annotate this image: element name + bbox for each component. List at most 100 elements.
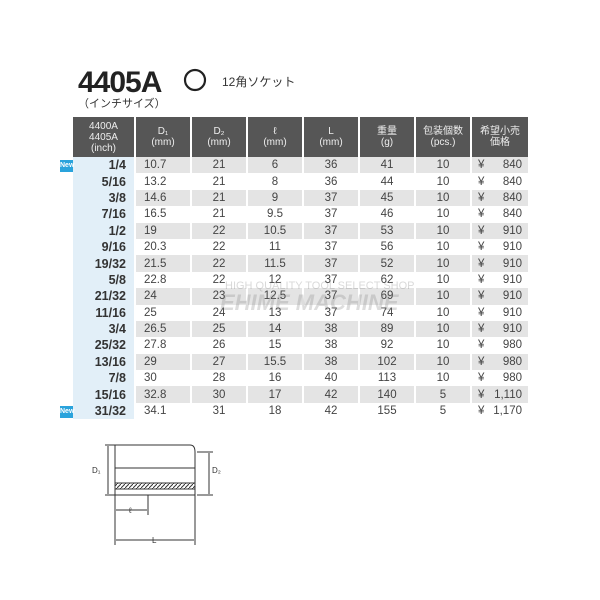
d2-cell: 28 xyxy=(191,370,248,387)
table-row: 5/8 22.8 22 12 37 62 10 ¥910 xyxy=(73,271,528,289)
total-length-label: L xyxy=(152,536,157,545)
table-row: 13/16 29 27 15.5 38 102 10 ¥980 xyxy=(73,353,528,371)
column-header: L (mm) xyxy=(303,117,360,157)
size-cell: 11/16 xyxy=(73,304,136,321)
price-cell: ¥840 xyxy=(478,208,522,221)
size-cell: 9/16 xyxy=(73,238,136,256)
size-cell: 19/32 xyxy=(73,255,136,272)
pcs-cell: 10 xyxy=(415,320,472,338)
l-cell: 17 xyxy=(247,386,304,403)
new-badge: New xyxy=(60,406,74,418)
d1-cell: 13.2 xyxy=(135,173,192,190)
L-cell: 38 xyxy=(303,337,360,354)
table-row: 31/32 34.1 31 18 42 155 5 ¥1,170 xyxy=(73,402,528,420)
weight-cell: 155 xyxy=(359,402,416,420)
d2-cell: 21 xyxy=(191,206,248,223)
d2-cell: 21 xyxy=(191,157,248,174)
price-cell: ¥910 xyxy=(471,320,528,338)
weight-cell: 92 xyxy=(359,337,416,354)
weight-cell: 62 xyxy=(359,271,416,289)
watermark-tagline: HIGH QUALITY TOOL SELECT SHOP xyxy=(225,280,415,292)
weight-cell: 44 xyxy=(359,173,416,190)
price-cell: ¥910 xyxy=(478,306,522,319)
pcs-cell: 10 xyxy=(415,304,472,321)
size-cell: 5/16 xyxy=(73,173,136,190)
d1-cell: 24 xyxy=(135,288,192,305)
d2-cell: 23 xyxy=(191,288,248,305)
table-row: 5/16 13.2 21 8 36 44 10 ¥840 xyxy=(73,173,528,190)
price-cell: ¥840 xyxy=(471,157,528,174)
l-cell: 9.5 xyxy=(247,206,304,223)
pcs-cell: 10 xyxy=(415,206,472,223)
spec-table: 4400A 4405A (inch) D₁ (mm) D₂ (mm) ℓ (mm) L (mm) 重量… xyxy=(73,117,528,420)
pcs-cell: 10 xyxy=(415,189,472,207)
d2-cell: 21 xyxy=(191,173,248,190)
pcs-cell: 10 xyxy=(415,353,472,371)
d2-cell: 22 xyxy=(191,222,248,239)
price-cell: ¥980 xyxy=(478,372,522,385)
pcs-cell: 10 xyxy=(415,271,472,289)
l-cell: 13 xyxy=(247,304,304,321)
size-cell: 5/8 xyxy=(73,271,136,289)
l-cell: 15 xyxy=(247,337,304,354)
socket-type-label: 12角ソケット xyxy=(222,75,296,89)
l-cell: 10.5 xyxy=(247,222,304,239)
d1-cell: 32.8 xyxy=(135,386,192,403)
L-cell: 37 xyxy=(303,304,360,321)
L-cell: 37 xyxy=(303,206,360,223)
weight-cell: 52 xyxy=(359,255,416,272)
pcs-cell: 10 xyxy=(415,157,472,174)
price-cell: ¥910 xyxy=(471,255,528,272)
weight-cell: 74 xyxy=(359,304,416,321)
d2-cell: 22 xyxy=(191,255,248,272)
L-cell: 37 xyxy=(303,222,360,239)
price-cell: ¥910 xyxy=(478,241,522,254)
d1-cell: 21.5 xyxy=(135,255,192,272)
d1-cell: 26.5 xyxy=(135,320,192,338)
d1-cell: 16.5 xyxy=(135,206,192,223)
twelve-point-socket-icon xyxy=(183,68,207,92)
l-label: ℓ xyxy=(128,506,132,515)
weight-cell: 41 xyxy=(359,157,416,174)
weight-cell: 53 xyxy=(359,222,416,239)
l-cell: 9 xyxy=(247,189,304,207)
L-cell: 42 xyxy=(303,402,360,420)
pcs-cell: 5 xyxy=(415,402,472,420)
weight-cell: 102 xyxy=(359,353,416,371)
size-cell: 25/32 xyxy=(73,337,136,354)
d2-label: D₂ xyxy=(212,466,221,475)
L-cell: 42 xyxy=(303,386,360,403)
column-header: 包装個数 (pcs.) xyxy=(415,117,472,157)
pcs-cell: 10 xyxy=(415,255,472,272)
table-row: 15/16 32.8 30 17 42 140 5 ¥1,110 xyxy=(73,386,528,403)
size-cell: 21/32 xyxy=(73,288,136,305)
size-cell: 31/32 xyxy=(73,402,136,420)
table-row: 1/4 10.7 21 6 36 41 10 ¥840 xyxy=(73,157,528,174)
d2-cell: 22 xyxy=(191,238,248,256)
table-row: 21/32 24 23 12.5 37 69 10 ¥910 xyxy=(73,288,528,305)
d2-cell: 31 xyxy=(191,402,248,420)
L-cell: 38 xyxy=(303,353,360,371)
L-cell: 38 xyxy=(303,320,360,338)
table-row: 9/16 20.3 22 11 37 56 10 ¥910 xyxy=(73,238,528,256)
d1-cell: 19 xyxy=(135,222,192,239)
L-cell: 36 xyxy=(303,157,360,174)
pcs-cell: 10 xyxy=(415,337,472,354)
new-badge: New xyxy=(60,160,74,172)
table-row: 7/8 30 28 16 40 113 10 ¥980 xyxy=(73,370,528,387)
l-cell: 6 xyxy=(247,157,304,174)
column-header: D₂ (mm) xyxy=(191,117,248,157)
price-cell: ¥910 xyxy=(478,273,522,286)
L-cell: 37 xyxy=(303,189,360,207)
price-cell: ¥1,170 xyxy=(478,405,522,418)
weight-cell: 69 xyxy=(359,288,416,305)
socket-dimension-diagram: D₁ D₂ ℓ L xyxy=(92,444,221,545)
product-title: 4405A xyxy=(78,66,162,99)
price-cell: ¥980 xyxy=(471,353,528,371)
l-cell: 11 xyxy=(247,238,304,256)
L-cell: 37 xyxy=(303,288,360,305)
l-cell: 12 xyxy=(247,271,304,289)
size-cell: 7/16 xyxy=(73,206,136,223)
d2-cell: 26 xyxy=(191,337,248,354)
pcs-cell: 10 xyxy=(415,288,472,305)
